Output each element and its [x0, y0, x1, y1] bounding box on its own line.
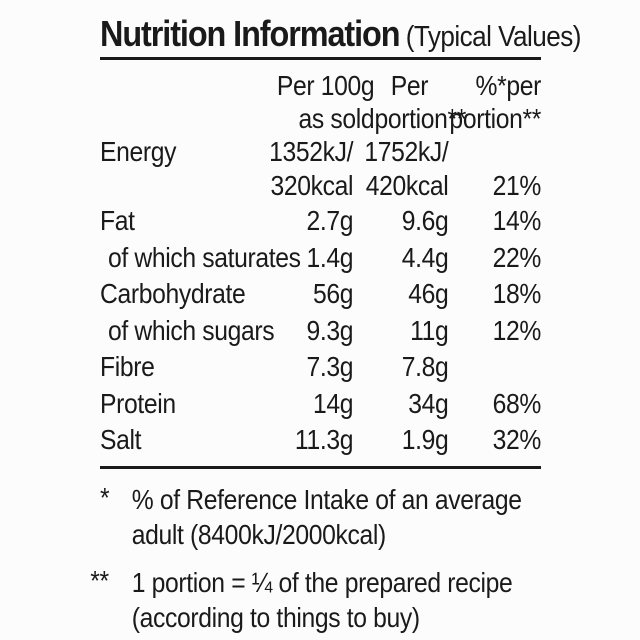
table-row-carbohydrate: Carbohydrate 56g 46g 18% [100, 276, 541, 313]
divider-bottom [100, 465, 541, 469]
row-label: Energy [100, 136, 177, 167]
title-text: Nutrition Information [100, 13, 401, 54]
footnote-line: 1 portion = ¼ of the prepared recipe [131, 566, 513, 598]
energy-kcal-value: 320kcal [270, 170, 354, 201]
table-row-fat: Fat 2.7g 9.6g 14% [100, 203, 541, 240]
table-row-sugars: of which sugars 9.3g 11g 12% [100, 313, 541, 350]
per-portion-value: 9.6g [401, 205, 449, 236]
footnote-line: % of Reference Intake of an average [131, 483, 522, 515]
per-portion-value: 4.4g [401, 241, 449, 273]
per-100g-value: 7.3g [306, 351, 354, 382]
per-100g-value: 11.3g [294, 424, 354, 455]
column-header-per-portion: Per portion** [374, 69, 466, 135]
table-row-fibre: Fibre 7.3g 7.8g [100, 349, 541, 386]
row-label: Protein [100, 387, 176, 419]
energy-per-100g-value: 1352kJ/ 320kcal [269, 135, 353, 203]
table-row-saturates: of which saturates 1.4g 4.4g 22% [100, 240, 541, 277]
energy-per-portion-value: 1752kJ/ 420kcal [364, 135, 448, 203]
row-label: Salt [100, 424, 142, 455]
per-portion-value: 11g [410, 314, 449, 346]
column-header-line: as sold [298, 103, 375, 134]
header-spacer [100, 69, 301, 135]
table-row-protein: Protein 14g 34g 68% [100, 386, 541, 423]
divider-top [100, 57, 541, 60]
title-suffix-text: (Typical Values) [405, 21, 582, 53]
per-100g-value: 2.7g [306, 205, 354, 236]
table-row-energy: Energy 1352kJ/ 320kcal 1752kJ/ 420kcal 2… [100, 135, 541, 203]
row-label: of which sugars [107, 314, 275, 346]
energy-kj-value: 1352kJ/ [269, 136, 354, 167]
nutrition-table: Per 100g as sold Per portion** %*per por… [100, 60, 541, 459]
column-header-percent-per-portion: %*per portion** [449, 69, 541, 135]
footnote-text: 1 portion = ¼ of the prepared recipe (ac… [132, 565, 538, 635]
page-title: Nutrition Information (Typical Values) [100, 13, 581, 54]
footnotes: * % of Reference Intake of an average ad… [90, 482, 541, 635]
percent-value: 32% [492, 424, 542, 455]
percent-value: 68% [492, 387, 542, 419]
row-label: Fibre [100, 351, 155, 382]
percent-value: 18% [492, 278, 542, 309]
row-label: Carbohydrate [100, 278, 246, 309]
row-label: Fat [100, 205, 135, 236]
energy-percent-value: 21% [492, 170, 542, 201]
column-header-line: portion** [374, 103, 467, 134]
percent-value: 22% [492, 241, 542, 273]
footnote-portion-definition: ** 1 portion = ¼ of the prepared recipe … [90, 565, 541, 635]
per-100g-value: 14g [312, 387, 354, 419]
per-100g-value: 9.3g [306, 314, 354, 346]
percent-value: 12% [492, 314, 542, 346]
footnote-reference-intake: * % of Reference Intake of an average ad… [100, 482, 541, 552]
per-portion-value: 1.9g [401, 424, 449, 455]
energy-kcal-value: 420kcal [365, 170, 449, 201]
per-100g-value: 1.4g [306, 241, 354, 273]
energy-kj-value: 1752kJ/ [364, 136, 449, 167]
column-header-line: Per 100g [276, 70, 375, 101]
table-row-salt: Salt 11.3g 1.9g 32% [100, 422, 541, 459]
label-content: Nutrition Information (Typical Values) Pe… [90, 0, 581, 635]
row-label: of which saturates [107, 241, 301, 273]
column-header-line: %*per [475, 70, 541, 101]
column-header-line: Per [390, 70, 429, 101]
double-asterisk-marker: ** [90, 564, 109, 596]
footnote-text: % of Reference Intake of an average adul… [132, 482, 538, 552]
per-portion-value: 34g [408, 387, 449, 419]
per-portion-value: 7.8g [401, 351, 449, 382]
per-portion-value: 46g [408, 278, 449, 309]
footnote-line: adult (8400kJ/2000kcal) [131, 518, 386, 550]
per-100g-value: 56g [312, 278, 354, 309]
table-header-row: Per 100g as sold Per portion** %*per por… [100, 60, 541, 135]
percent-value: 14% [492, 205, 542, 236]
asterisk-marker: * [100, 481, 110, 513]
column-header-line: portion** [449, 103, 541, 134]
column-header-per-100g: Per 100g as sold [276, 69, 375, 135]
footnote-line: (according to things to buy) [131, 601, 420, 633]
